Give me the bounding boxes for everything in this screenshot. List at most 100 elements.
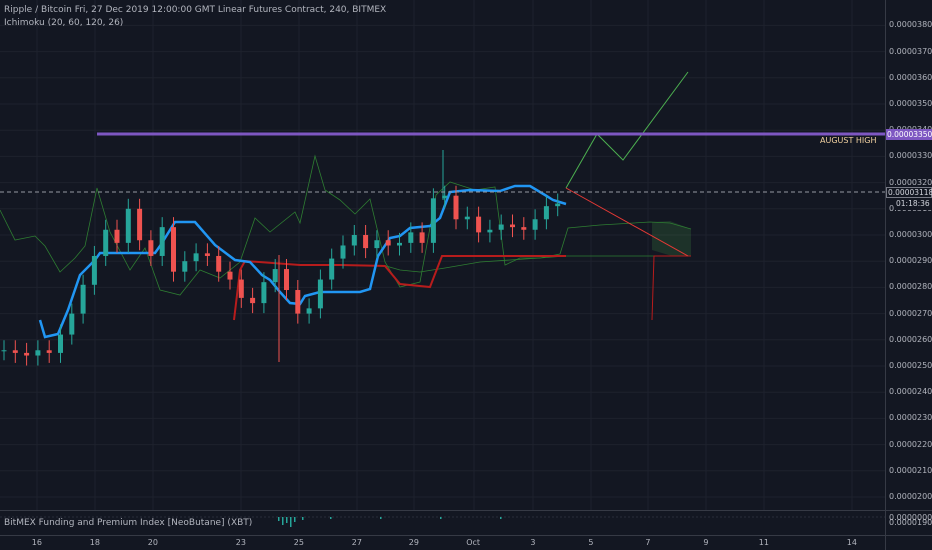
funding-bar [302,517,304,520]
up-candle [35,350,41,356]
time-tick-label: 23 [235,538,246,547]
projection-bullish [565,71,689,189]
down-candle [419,232,425,243]
price-chart[interactable] [0,0,885,510]
up-candle [159,227,165,256]
up-candle [340,245,346,259]
funding-panel[interactable] [0,511,885,535]
funding-indicator-legend[interactable]: BitMEX Funding and Premium Index [NeoBut… [4,518,253,528]
time-tick-label: 20 [147,538,158,547]
down-candle [510,224,515,228]
down-candle [204,253,210,256]
up-candle [103,229,109,256]
funding-bar [282,517,284,525]
up-candle [464,216,470,220]
down-candle [12,350,18,353]
time-tick-label: 5 [588,538,594,547]
time-tick-label: 16 [31,538,42,547]
up-candle [498,224,504,230]
up-candle [397,242,402,246]
time-tick-label: 25 [293,538,304,547]
up-candle [408,232,414,243]
up-candle [374,240,380,249]
down-candle [24,352,30,356]
up-candle [80,284,86,314]
time-tick-label: 29 [408,538,419,547]
up-candle [329,258,335,280]
time-axis-border [0,535,932,536]
down-candle [216,255,222,272]
up-candle [58,334,63,353]
funding-bar [380,517,382,519]
funding-bar [278,517,280,521]
august-high-price-tag: 0.00003350 [886,129,932,140]
up-candle [1,350,7,352]
time-tick-label: 18 [89,538,100,547]
time-axis[interactable]: 16 18 20 23 25 27 29 Oct 3 5 7 9 11 14 [0,536,885,550]
time-tick-label: 3 [530,538,536,547]
up-candle [125,208,131,243]
down-candle [250,297,256,304]
symbol-legend[interactable]: Ripple / Bitcoin Fri, 27 Dec 2019 12:00:… [4,5,387,15]
time-tick-label: 9 [703,538,709,547]
down-candle [238,279,244,298]
up-candle [182,261,188,272]
up-candle [442,195,448,199]
up-candle [272,269,278,283]
pane-separator[interactable] [0,510,932,511]
down-candle [385,240,391,246]
up-candle [69,313,75,335]
funding-bar [290,517,292,527]
up-candle [261,282,267,304]
funding-bar [294,517,296,522]
up-candle [487,229,493,233]
up-candle [543,206,549,220]
time-tick-label: 27 [351,538,362,547]
current-price-tag: 0.00003118 [886,187,932,198]
up-candle [317,279,323,309]
ichimoku-cloud [652,221,691,256]
down-candle [363,235,369,249]
down-candle [114,229,120,243]
indicator-legend[interactable]: Ichimoku (20, 60, 120, 26) [4,18,124,28]
down-candle [453,195,459,220]
up-candle [430,198,436,243]
down-candle [295,290,301,314]
up-candle [193,253,199,262]
down-candle [171,227,176,272]
down-candle [521,227,527,230]
up-candle [351,235,357,246]
down-candle [227,271,233,280]
funding-bar [440,517,442,519]
down-candle [46,350,52,353]
down-candle [148,240,154,256]
up-candle [555,203,561,207]
chart-grid [0,0,885,510]
price-candles [1,150,561,366]
time-tick-label: 7 [645,538,651,547]
funding-bar [330,517,332,519]
ichimoku-future-span [651,255,691,321]
down-candle [476,216,482,233]
ichimoku-span-a [233,255,566,321]
august-high-label: AUGUST HIGH [820,136,877,145]
chart-overlays [0,132,885,193]
